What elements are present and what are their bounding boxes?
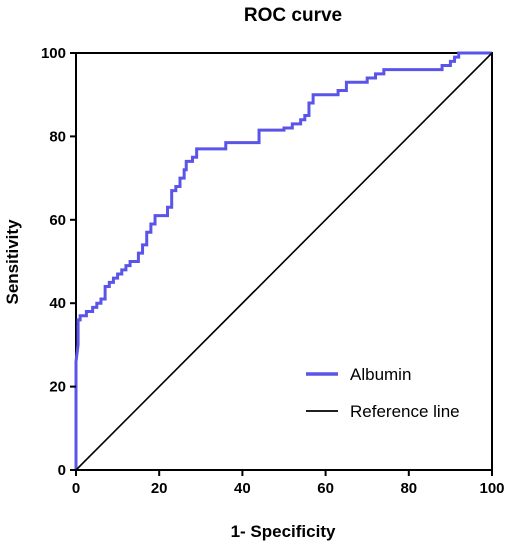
x-tick-label: 20 (151, 480, 168, 497)
y-tick-label: 80 (49, 128, 66, 145)
legend: Albumin Reference line (306, 365, 460, 421)
plot-frame (75, 52, 493, 471)
x-axis: 0 20 40 60 80 100 (72, 470, 505, 497)
reference-line (75, 52, 493, 471)
x-tick-label: 80 (400, 480, 417, 497)
x-tick-label: 100 (479, 480, 504, 497)
x-tick-label: 40 (234, 480, 251, 497)
x-tick-label: 0 (72, 480, 80, 497)
legend-label-albumin: Albumin (350, 365, 411, 384)
y-tick-label: 100 (41, 45, 66, 62)
albumin-roc-line (74, 51, 492, 470)
y-tick-label: 40 (49, 295, 66, 312)
y-tick-label: 20 (49, 379, 66, 396)
x-axis-label: 1- Specificity (231, 522, 336, 541)
y-axis-label: Sensitivity (3, 219, 22, 305)
y-tick-label: 0 (58, 462, 66, 479)
y-tick-label: 60 (49, 212, 66, 229)
plot-area (74, 51, 493, 471)
chart-title: ROC curve (244, 5, 342, 26)
y-axis: 0 20 40 60 80 100 (41, 45, 76, 479)
legend-label-reference: Reference line (350, 402, 460, 421)
x-tick-label: 60 (317, 480, 334, 497)
